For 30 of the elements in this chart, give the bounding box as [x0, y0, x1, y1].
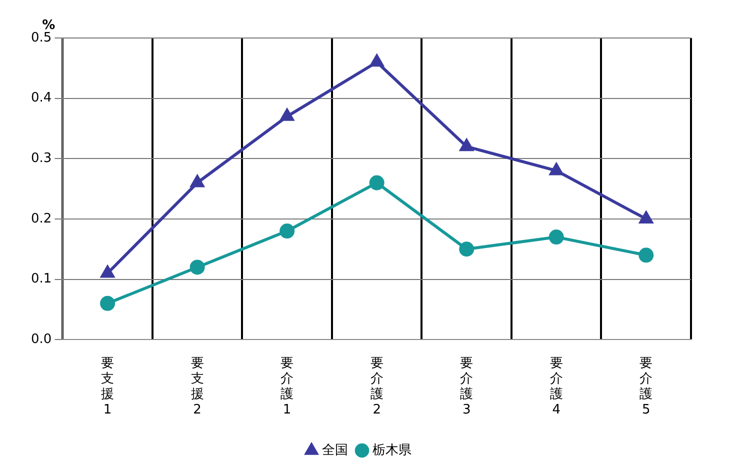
point	[280, 224, 295, 239]
x-tick-label: 要支援1	[101, 356, 114, 418]
x-tick-label: 要介護1	[280, 356, 294, 418]
legend-label: 全国	[322, 442, 348, 458]
x-tick-label: 要介護4	[550, 356, 563, 418]
point	[639, 211, 653, 224]
point	[370, 54, 384, 67]
y-tick-label: 0.3	[30, 151, 52, 166]
x-tick-label: 要介護3	[460, 356, 474, 418]
point	[280, 108, 294, 121]
point	[550, 163, 564, 176]
point	[548, 230, 564, 245]
y-tick-label: 0.5	[30, 30, 52, 46]
x-tick-label: 要支援2	[190, 356, 204, 418]
y-tick-label: 0.1	[30, 272, 52, 287]
point	[100, 296, 116, 311]
point	[100, 266, 114, 278]
y-tick-label: 0.0	[30, 332, 52, 347]
point	[190, 260, 205, 275]
y-axis-title: %	[42, 18, 56, 33]
point	[190, 175, 204, 188]
point	[460, 139, 474, 152]
x-tick-label: 要介護5	[640, 356, 653, 418]
point	[459, 242, 474, 257]
y-tick-label: 0.2	[30, 211, 52, 226]
point	[638, 248, 654, 263]
x-tick-label: 要介護2	[370, 356, 384, 418]
legend-label: 栃木県	[372, 442, 412, 458]
point	[369, 175, 384, 190]
y-tick-label: 0.4	[30, 90, 52, 106]
